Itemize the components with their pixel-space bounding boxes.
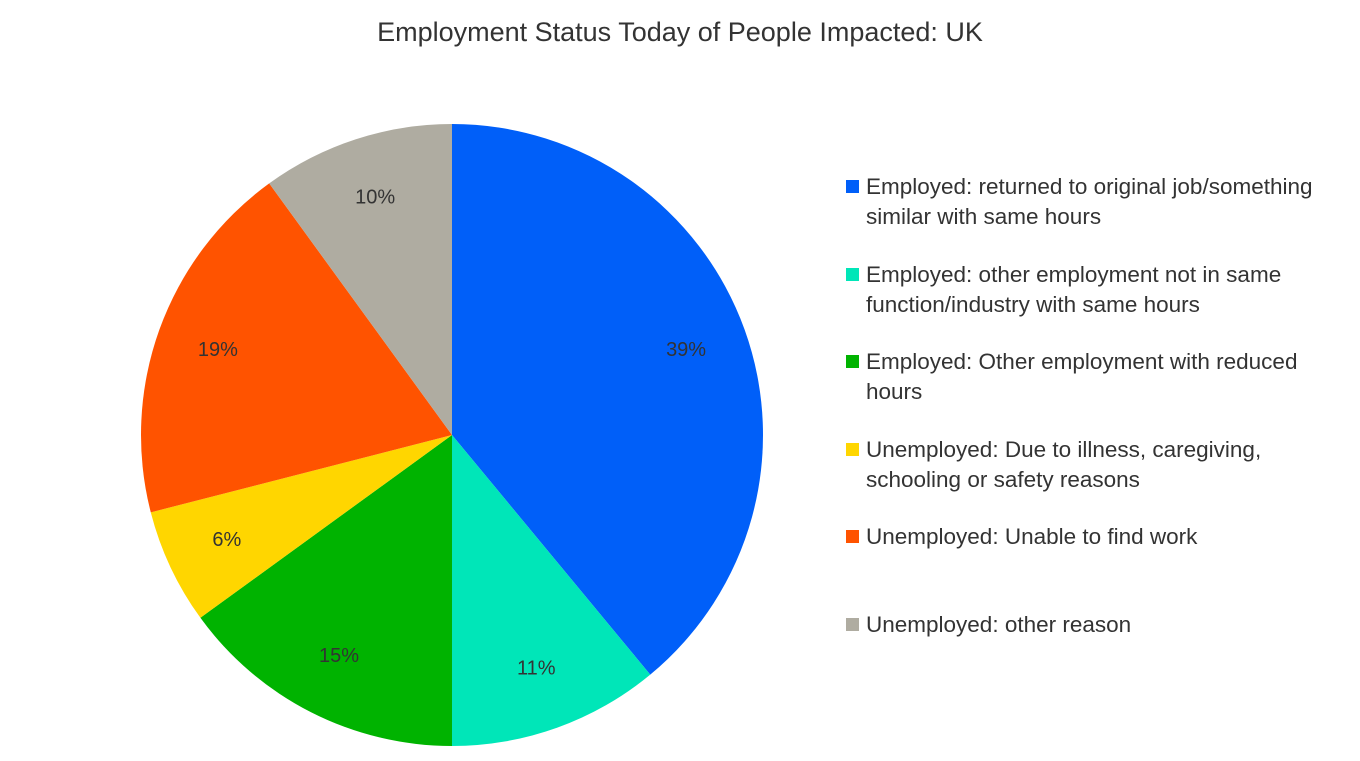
pie-slice [269,124,452,435]
pie-slice [150,435,452,618]
legend-item: Unemployed: Due to illness, caregiving, … [846,435,1336,495]
slice-label: 11% [517,657,556,679]
legend-label: Employed: Other employment with reduced … [866,349,1298,404]
legend-label: Employed: other employment not in same f… [866,261,1282,317]
legend-item: Employed: other employment not in same f… [846,260,1336,320]
slice-label: 6% [212,529,241,551]
legend-swatch [846,530,859,543]
slice-label: 10% [355,187,395,209]
legend-label: Unemployed: Unable to find work [866,524,1198,549]
legend-label: Unemployed: other reason [866,611,1132,637]
pie-slice [140,183,452,513]
legend-swatch [846,442,859,456]
legend-swatch [846,617,859,631]
slice-label: 39% [666,339,706,361]
pie-slice [200,435,452,746]
legend-swatch [846,355,859,368]
legend-swatch [846,180,859,193]
legend-label: Employed: returned to original job/somet… [866,174,1313,229]
legend-item: Unemployed: Unable to find work [846,522,1336,552]
legend-item: Unemployed: other reason [846,610,1336,640]
legend-label: Unemployed: Due to illness, caregiving, … [866,436,1262,492]
slice-label: 19% [198,339,238,361]
legend-item: Employed: Other employment with reduced … [846,347,1336,407]
pie-slice [452,435,651,746]
legend-swatch [846,267,859,281]
pie-slice [452,124,763,675]
chart-title: Employment Status Today of People Impact… [377,17,983,47]
legend-item: Employed: returned to original job/somet… [846,172,1336,232]
slice-label: 15% [319,645,359,667]
